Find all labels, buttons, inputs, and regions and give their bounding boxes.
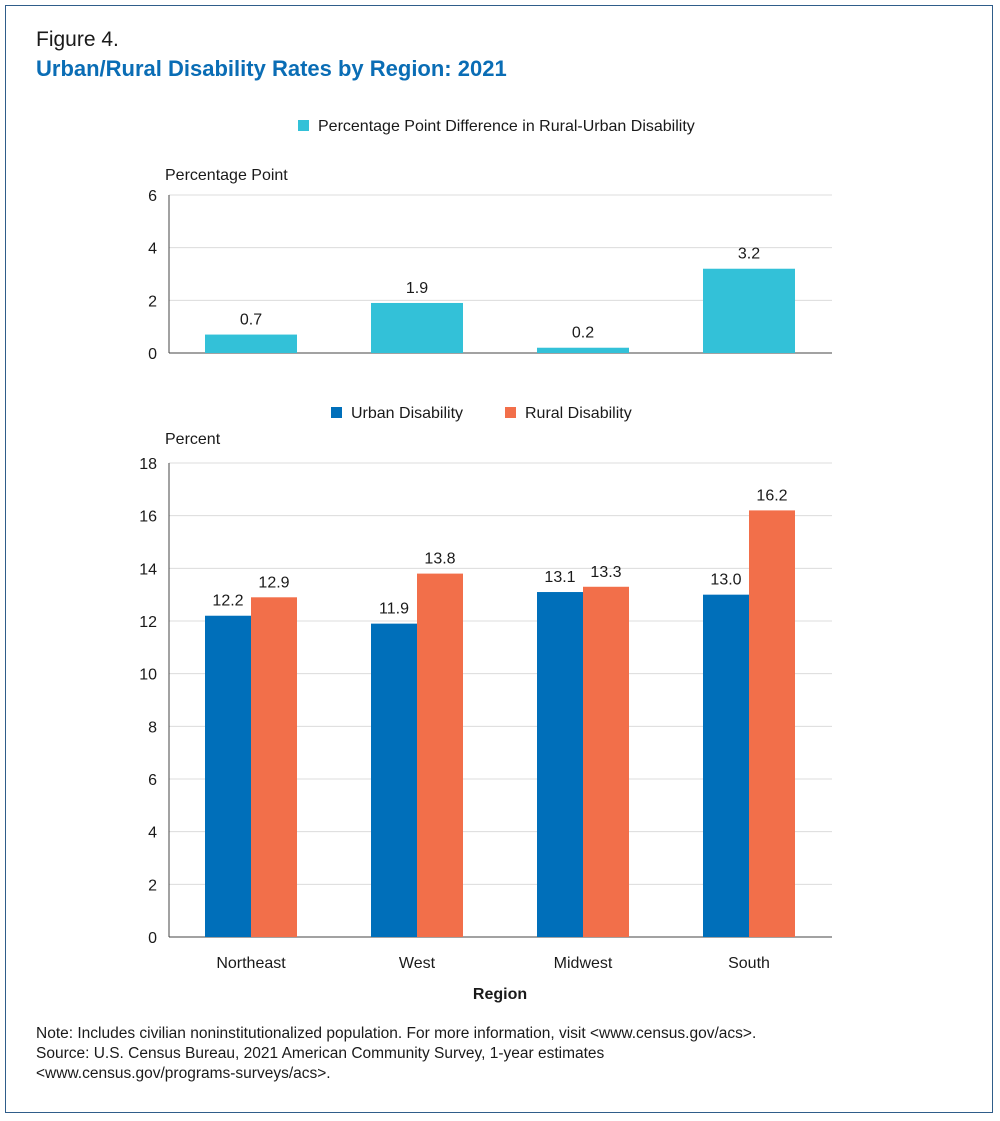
data-label-2-west-s1: 11.9 [379,601,409,618]
y-tick-label-2-16: 16 [139,509,157,526]
data-label-2-northeast-s2: 12.9 [258,574,289,591]
data-label-2-midwest-s2: 13.3 [590,564,621,581]
figure-title: Urban/Rural Disability Rates by Region: … [36,56,507,81]
bar-2-west-s2 [417,573,463,937]
data-label-2-northeast-s1: 12.2 [212,593,243,610]
x-tick-label-south: South [728,955,770,972]
data-label-2-west-s2: 13.8 [424,551,455,568]
bar-2-midwest-s1 [537,592,583,937]
y-tick-label-2-4: 4 [148,825,157,842]
y-tick-label-2-6: 6 [148,772,157,789]
x-axis-title-2: Region [473,986,527,1003]
y-tick-label-1-4: 4 [148,241,157,258]
y-tick-label-1-0: 0 [148,346,157,363]
data-label-1-northeast-s1: 0.7 [240,312,262,329]
data-label-2-south-s2: 16.2 [756,487,787,504]
y-tick-label-2-0: 0 [148,930,157,947]
y-tick-label-2-12: 12 [139,614,157,631]
y-tick-label-2-8: 8 [148,719,157,736]
data-label-1-midwest-s1: 0.2 [572,325,594,342]
figure-frame [5,5,993,1113]
y-tick-label-2-18: 18 [139,456,157,473]
legend-label-2-1: Urban Disability [351,405,463,422]
legend-swatch-2-1 [331,407,342,418]
legend-label-2-2: Rural Disability [525,405,632,422]
y-tick-label-2-2: 2 [148,877,157,894]
data-label-2-south-s1: 13.0 [710,572,741,589]
legend-swatch-2-2 [505,407,516,418]
notes: Note: Includes civilian noninstitutional… [36,1024,966,1084]
figure-label: Figure 4. [36,28,119,51]
bar-1-south-s1 [703,268,795,353]
source-line-2: <www.census.gov/programs-surveys/acs>. [36,1065,331,1082]
bar-1-midwest-s1 [537,347,629,353]
data-label-2-midwest-s1: 13.1 [544,569,575,586]
data-label-1-west-s1: 1.9 [406,280,428,297]
bar-2-west-s1 [371,623,417,937]
bar-2-south-s1 [703,594,749,937]
bar-1-west-s1 [371,302,463,353]
note-text: Note: Includes civilian noninstitutional… [36,1025,757,1042]
legend-label-1-1: Percentage Point Difference in Rural-Urb… [318,118,695,135]
source-line-1: Source: U.S. Census Bureau, 2021 America… [36,1045,605,1062]
x-tick-label-west: West [399,955,436,972]
x-tick-label-northeast: Northeast [216,955,286,972]
x-tick-label-midwest: Midwest [554,955,613,972]
y-axis-label-1: Percentage Point [165,167,288,184]
y-tick-label-2-14: 14 [139,561,157,578]
y-tick-label-1-2: 2 [148,293,157,310]
bar-2-midwest-s2 [583,586,629,937]
y-tick-label-1-6: 6 [148,188,157,205]
bar-2-south-s2 [749,510,795,937]
data-label-1-south-s1: 3.2 [738,246,760,263]
bar-2-northeast-s2 [251,597,297,937]
legend-swatch-1-1 [298,120,309,131]
y-axis-label-2: Percent [165,431,221,448]
bar-2-northeast-s1 [205,615,251,937]
y-tick-label-2-10: 10 [139,667,157,684]
bar-1-northeast-s1 [205,334,297,353]
